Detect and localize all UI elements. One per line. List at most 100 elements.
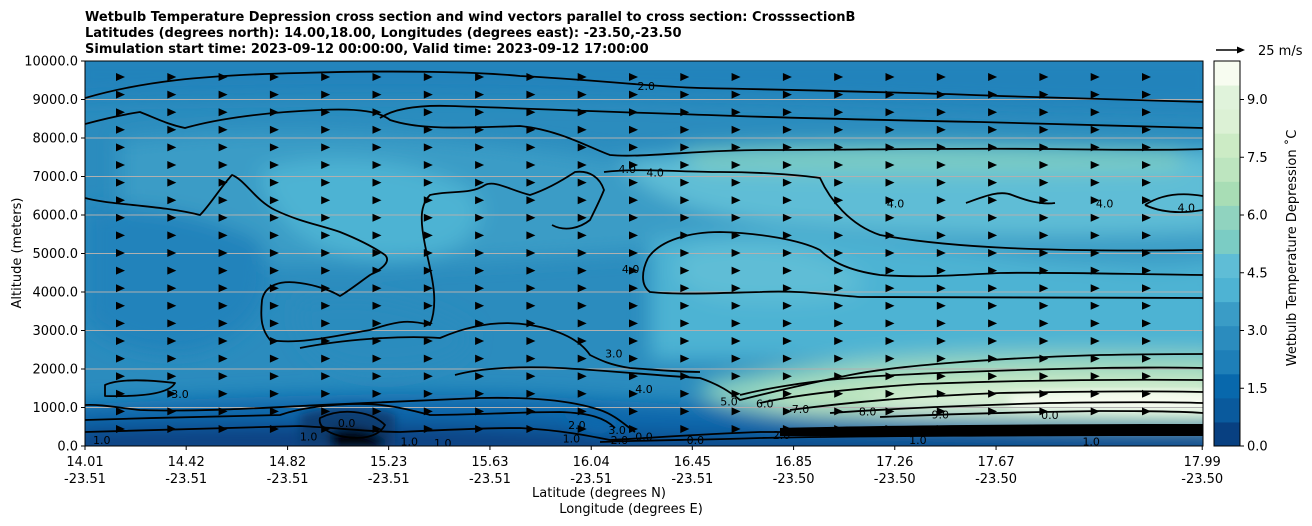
wind-vector — [629, 372, 638, 381]
wind-vector — [577, 125, 587, 134]
wind-vector — [629, 319, 638, 328]
wind-vector — [475, 196, 485, 205]
wind-reference-label: 25 m/s — [1258, 44, 1303, 59]
wind-vector — [475, 425, 485, 433]
colorbar-segment — [1214, 157, 1240, 182]
wind-vector — [577, 108, 587, 117]
x-tick-label-lon: -23.51 — [267, 472, 309, 487]
contour-label: 0.0 — [687, 434, 705, 447]
wind-vector — [782, 161, 792, 169]
wind-vector — [782, 249, 792, 257]
wind-vector — [167, 249, 177, 257]
x-tick-label-lat: 16.45 — [674, 455, 711, 470]
wind-vector — [167, 301, 177, 310]
wind-vector — [218, 125, 228, 134]
wind-vector — [885, 389, 895, 398]
wind-vector — [782, 337, 792, 345]
wind-vector — [526, 178, 536, 187]
wind-vector — [1090, 196, 1100, 205]
wind-vector — [834, 284, 844, 293]
wind-vector — [116, 108, 125, 117]
wind-vector — [629, 178, 638, 187]
wind-vector — [372, 196, 382, 205]
wind-vector — [475, 161, 485, 169]
wind-vector — [116, 354, 125, 363]
contour-label: 1.0 — [909, 434, 927, 447]
wind-vector — [782, 196, 792, 205]
wind-vector — [680, 319, 690, 328]
wind-vector — [577, 301, 587, 310]
wind-vector — [680, 73, 690, 81]
wind-vector — [629, 407, 638, 416]
wind-vector — [577, 337, 587, 345]
colorbar-segment — [1214, 277, 1240, 303]
wind-vector — [269, 213, 279, 222]
wind-vector — [423, 213, 433, 222]
wind-vector — [731, 249, 741, 257]
wind-vector — [423, 301, 433, 310]
wind-vector — [731, 90, 741, 99]
contour-3-low — [104, 379, 176, 398]
wind-vector — [988, 231, 998, 240]
title-line-1: Wetbulb Temperature Depression cross sec… — [85, 10, 855, 25]
wind-vector — [218, 73, 228, 81]
wind-vector — [321, 407, 331, 416]
wind-vector — [167, 143, 177, 152]
wind-vector — [321, 249, 331, 257]
wind-vector — [1142, 161, 1151, 169]
wind-vector — [629, 284, 638, 293]
colorbar-segment — [1214, 229, 1240, 254]
contour-label: 1.0 — [563, 432, 581, 445]
wind-vector — [321, 108, 331, 117]
wind-vector — [116, 143, 125, 152]
wind-vector — [1039, 319, 1049, 328]
wind-vector — [1039, 266, 1049, 275]
wind-vector — [680, 354, 690, 363]
wind-vector — [475, 354, 485, 363]
wind-vector — [885, 249, 895, 257]
y-tick-label: 1000.0 — [33, 401, 79, 416]
wind-vector — [321, 231, 331, 240]
wind-vector — [577, 425, 587, 433]
wind-vector — [218, 425, 228, 433]
wind-vector — [1142, 319, 1151, 328]
wind-vector — [782, 301, 792, 310]
wind-vector — [1039, 178, 1049, 187]
wind-vector — [526, 407, 536, 416]
wind-vector — [321, 196, 331, 205]
colorbar-segment — [1214, 61, 1240, 86]
wind-vector — [782, 108, 792, 117]
wind-vector — [218, 178, 228, 187]
wind-vector — [936, 143, 946, 152]
y-tick-label: 7000.0 — [33, 170, 79, 185]
wind-vector — [1039, 354, 1049, 363]
wind-vector — [731, 389, 741, 398]
wind-vector — [1142, 90, 1151, 99]
wind-vector — [988, 73, 998, 81]
wind-vector — [680, 196, 690, 205]
wind-vector — [731, 372, 741, 381]
wind-vector — [782, 125, 792, 134]
wind-vector — [423, 161, 433, 169]
y-tick-label: 6000.0 — [33, 209, 79, 224]
wind-vector — [577, 372, 587, 381]
wind-vector — [372, 213, 382, 222]
wind-vector — [526, 196, 536, 205]
wind-vector — [167, 231, 177, 240]
wind-vector — [218, 90, 228, 99]
wind-vector — [1142, 73, 1151, 81]
title-line-2: Latitudes (degrees north): 14.00,18.00, … — [85, 26, 682, 41]
wind-vector — [475, 73, 485, 81]
wind-vector — [988, 284, 998, 293]
x-tick-label-lon: -23.51 — [469, 472, 511, 487]
colorbar-segment — [1214, 349, 1240, 375]
wind-vector — [167, 372, 177, 381]
colorbar-tick-label: 6.0 — [1247, 209, 1268, 224]
wind-vector — [834, 407, 844, 416]
wind-vector — [526, 266, 536, 275]
wind-vector — [526, 354, 536, 363]
wind-vector — [936, 319, 946, 328]
wind-vector — [782, 213, 792, 222]
wind-vector — [1090, 213, 1100, 222]
wind-vector — [423, 178, 433, 187]
